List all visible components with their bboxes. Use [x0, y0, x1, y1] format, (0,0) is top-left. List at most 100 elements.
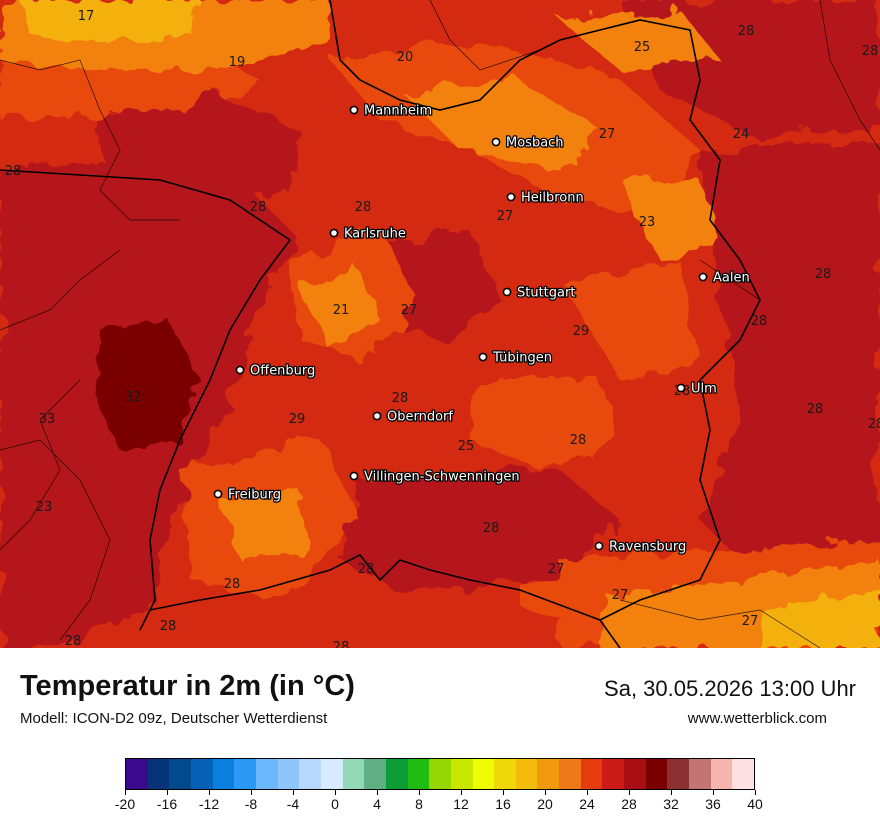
city-label: Freiburg [228, 488, 281, 503]
lake-constance [520, 581, 608, 619]
legend-tick-label: 20 [537, 796, 553, 812]
legend-tick-mark [251, 790, 252, 795]
legend-ticks: -20 -16 -12 -8 -4 0 4 8 12 16 20 24 28 32 36 40 [115, 790, 763, 822]
city-karlsruhe: Karlsruhe [329, 225, 407, 243]
legend-swatch [407, 759, 430, 789]
city-dot [676, 383, 686, 393]
city-label: Villingen-Schwenningen [364, 470, 520, 485]
model-info: Modell: ICON-D2 09z, Deutscher Wetterdie… [20, 710, 328, 727]
legend-swatch [667, 759, 690, 789]
temperature-value: 28 [751, 314, 768, 329]
legend-tick-label: 12 [453, 796, 469, 812]
border-district-3 [0, 379, 81, 551]
city-label: Stuttgart [517, 286, 575, 301]
legend-tick-mark [755, 790, 756, 795]
legend-tick-label: 0 [331, 796, 339, 812]
border-state [329, 0, 761, 621]
city-label: Aalen [713, 271, 750, 286]
city-heilbronn: Heilbronn [506, 189, 585, 207]
legend-tick-label: -8 [244, 796, 258, 812]
temperature-value: 27 [401, 303, 418, 318]
temperature-value: 28 [358, 562, 375, 577]
legend-tick-label: 24 [579, 796, 595, 812]
temperature-value: 29 [289, 412, 306, 427]
legend-swatch [580, 759, 603, 789]
legend-swatch [710, 759, 733, 789]
legend-tick-label: 36 [705, 796, 721, 812]
legend-tick-label: 8 [415, 796, 423, 812]
legend-tick-mark [461, 790, 462, 795]
temperature-value: 28 [355, 200, 372, 215]
temperature-value: 21 [333, 303, 350, 318]
city-tübingen: Tübingen [478, 349, 553, 367]
temperature-value: 27 [612, 588, 629, 603]
temperature-value: 28 [224, 577, 241, 592]
border-district-7 [699, 259, 761, 301]
legend-tick-mark [209, 790, 210, 795]
legend-swatch [732, 759, 755, 789]
temperature-value: 28 [65, 634, 82, 648]
city-label: Heilbronn [521, 191, 584, 206]
border-district-8 [619, 599, 821, 648]
city-dot [235, 365, 245, 375]
website-link[interactable]: www.wetterblick.com [687, 710, 827, 727]
zone-central [380, 230, 500, 340]
forecast-datetime: Sa, 30.05.2026 13:00 Uhr [604, 676, 856, 701]
legend-tick-mark [671, 790, 672, 795]
legend-tick-label: -12 [198, 796, 220, 812]
temperature-value: 33 [39, 412, 56, 427]
temperature-value: 25 [458, 439, 475, 454]
legend-swatch [515, 759, 538, 789]
temperature-value: 27 [497, 209, 514, 224]
legend-swatch [342, 759, 365, 789]
city-offenburg: Offenburg [235, 362, 317, 380]
legend-swatch [559, 759, 581, 789]
city-label: Mannheim [364, 104, 432, 119]
city-label: Oberndorf [387, 410, 453, 425]
temperature-value: 28 [868, 417, 880, 432]
zone-northwest [90, 95, 300, 200]
temperature-value: 28 [807, 402, 824, 417]
legend-tick-mark [587, 790, 588, 795]
city-dot [349, 105, 359, 115]
city-label: Offenburg [250, 364, 315, 379]
legend-swatch [169, 759, 191, 789]
city-label: Karlsruhe [344, 227, 406, 242]
temperature-value: 28 [5, 164, 22, 179]
legend-swatch [472, 759, 495, 789]
border-north-west [0, 169, 291, 241]
temperature-value: 28 [483, 521, 500, 536]
border-district-6 [429, 0, 541, 71]
temperature-value: 24 [733, 127, 750, 142]
temperature-value: 28 [392, 391, 409, 406]
temperature-value: 23 [639, 215, 656, 230]
city-mannheim: Mannheim [349, 102, 433, 120]
legend-swatch [450, 759, 473, 789]
city-dot [502, 287, 512, 297]
legend-tick-mark [503, 790, 504, 795]
city-dot [349, 471, 359, 481]
value-labels: 17 19 20 25 28 28 28 27 24 28 28 27 23 28 28 21 27 29 28 32… [5, 9, 880, 648]
legend-swatch [212, 759, 235, 789]
legend-tick-mark [125, 790, 126, 795]
temperature-value: 28 [570, 433, 587, 448]
zone-orange-mid [470, 380, 620, 470]
city-label: Mosbach [506, 136, 564, 151]
legend-swatch [147, 759, 170, 789]
city-mosbach: Mosbach [491, 134, 565, 152]
legend-tick-mark [713, 790, 714, 795]
legend-swatch [234, 759, 256, 789]
temperature-value: 28 [738, 24, 755, 39]
border-district-4 [0, 439, 111, 641]
zone-hottest-west [95, 320, 200, 450]
city-dot [329, 228, 339, 238]
legend-tick-label: 4 [373, 796, 381, 812]
legend-tick-label: 32 [663, 796, 679, 812]
city-dot [594, 541, 604, 551]
city-villingen-schwenningen: Villingen-Schwenningen [349, 468, 521, 486]
border-rhine [139, 239, 291, 631]
temperature-value: 29 [573, 324, 590, 339]
legend-swatch [645, 759, 668, 789]
zone-light-orange-c [300, 270, 380, 350]
legend-tick-mark [167, 790, 168, 795]
